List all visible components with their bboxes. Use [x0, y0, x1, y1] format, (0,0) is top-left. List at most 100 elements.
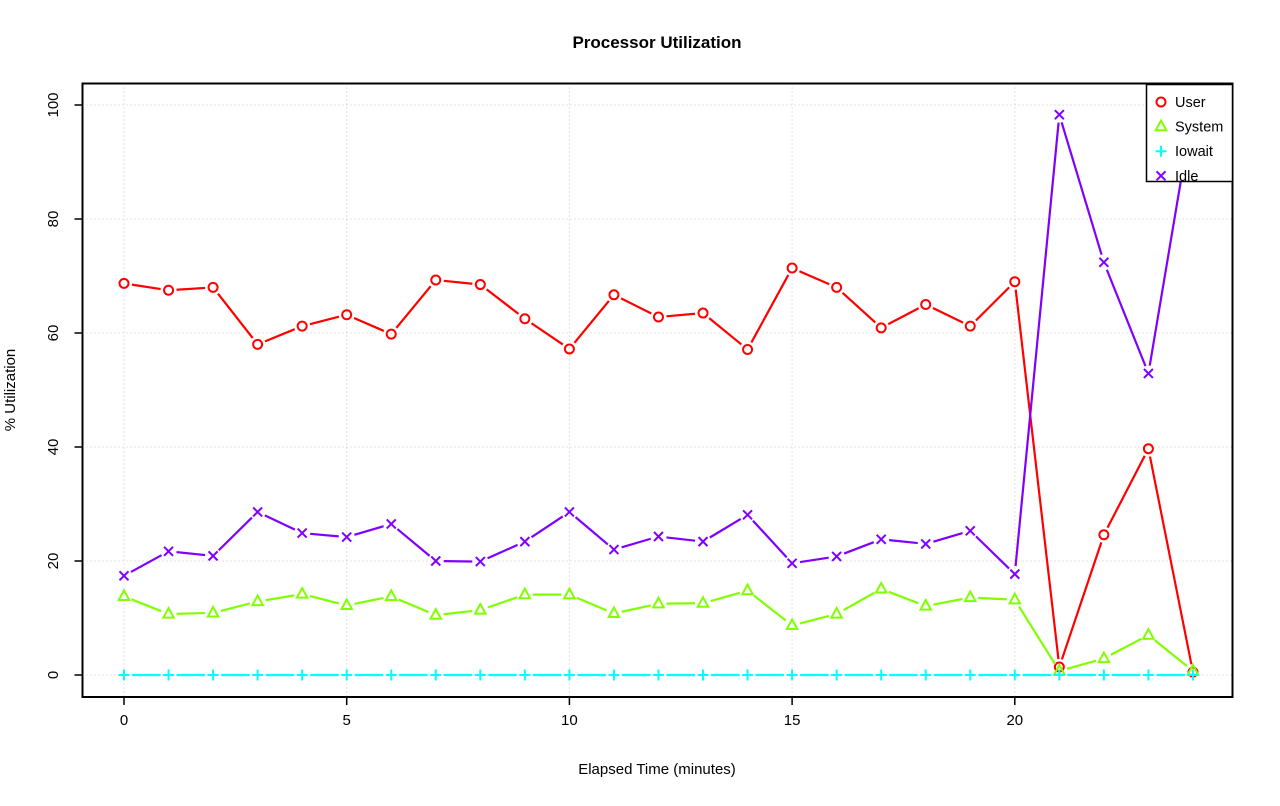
series-user-segment — [709, 318, 741, 344]
series-user-segment — [976, 287, 1009, 320]
series-user-segment — [574, 301, 608, 343]
series-user-segment — [396, 286, 430, 328]
series-idle-segment — [710, 519, 741, 538]
series-system-marker — [876, 583, 886, 593]
series-system-marker — [609, 607, 619, 617]
series-idle-marker — [1144, 369, 1153, 378]
x-tick-label: 0 — [120, 712, 128, 729]
series-idle-segment — [488, 545, 518, 558]
series-user-marker — [520, 314, 529, 323]
legend-label-user: User — [1175, 95, 1206, 111]
series-idle-segment — [576, 517, 608, 544]
series-idle-marker — [164, 547, 173, 556]
series-system-segment — [1067, 661, 1096, 669]
series-iowait-marker — [430, 670, 441, 681]
series-iowait-marker — [653, 670, 664, 681]
series-user-segment — [444, 281, 473, 284]
series-idle-segment — [219, 518, 252, 551]
series-idle-segment — [622, 539, 651, 548]
series-system-marker — [921, 600, 931, 610]
series-user-marker — [298, 322, 307, 331]
series-user-segment — [666, 314, 695, 317]
series-iowait-marker — [341, 670, 352, 681]
series-user-marker — [654, 313, 663, 322]
series-idle-marker — [1099, 258, 1108, 267]
series-user-segment — [177, 288, 206, 290]
series-iowait-marker — [1143, 670, 1154, 681]
series-idle-segment — [176, 552, 205, 555]
series-iowait-marker — [876, 670, 887, 681]
series-iowait-marker — [119, 670, 130, 681]
series-idle-marker — [609, 545, 618, 554]
series-idle-marker — [476, 557, 485, 566]
series-system-segment — [399, 599, 429, 612]
series-iowait-marker — [252, 670, 263, 681]
series-system-marker — [965, 591, 975, 601]
series-user-marker — [609, 290, 618, 299]
y-axis-title: % Utilization — [2, 349, 19, 432]
series-user-marker — [921, 300, 930, 309]
legend-label-idle: Idle — [1175, 169, 1198, 185]
series-user-marker — [253, 340, 262, 349]
series-system-marker — [252, 595, 262, 605]
series-system-marker — [163, 608, 173, 618]
series-system-segment — [889, 592, 919, 603]
y-tick-label: 60 — [45, 325, 62, 342]
series-idle-marker — [387, 519, 396, 528]
series-system-marker — [1099, 652, 1109, 662]
y-tick-label: 0 — [45, 671, 62, 679]
series-idle-marker — [565, 507, 574, 516]
series-system-marker — [297, 588, 307, 598]
series-system-marker — [698, 597, 708, 607]
series-user-marker — [431, 275, 440, 284]
series-iowait-marker — [787, 670, 798, 681]
series-system-marker — [475, 604, 485, 614]
legend-label-system: System — [1175, 120, 1223, 136]
series-user-marker — [877, 323, 886, 332]
series-iowait-marker — [1098, 670, 1109, 681]
series-user-segment — [354, 318, 384, 331]
series-user-segment — [218, 294, 253, 338]
series-idle-segment — [265, 515, 295, 529]
series-user-segment — [531, 323, 562, 344]
series-idle-marker — [877, 535, 886, 544]
series-user-segment — [621, 298, 651, 313]
series-system-marker — [1010, 594, 1020, 604]
series-idle-segment — [889, 540, 918, 543]
y-tick-label: 40 — [45, 439, 62, 456]
series-idle-segment — [844, 542, 874, 553]
series-idle-marker — [966, 526, 975, 535]
series-layer — [119, 104, 1199, 680]
series-system-marker — [431, 609, 441, 619]
legend-label-iowait: Iowait — [1175, 144, 1213, 160]
series-user-segment — [487, 289, 519, 313]
series-system-segment — [488, 597, 517, 607]
series-idle-marker — [654, 532, 663, 541]
x-tick-label: 5 — [343, 712, 351, 729]
x-axis-title: Elapsed Time (minutes) — [578, 761, 736, 778]
series-idle-marker — [743, 510, 752, 519]
series-idle-marker — [699, 537, 708, 546]
series-system — [119, 583, 1198, 675]
series-idle-marker — [832, 552, 841, 561]
series-idle-segment — [354, 526, 383, 535]
series-iowait-marker — [965, 670, 976, 681]
legend: User System Iowait Idle — [1147, 85, 1233, 185]
series-idle-segment — [532, 516, 563, 537]
series-idle-segment — [1107, 270, 1146, 366]
series-idle-segment — [753, 521, 787, 558]
series-system-segment — [1111, 639, 1141, 655]
series-user-segment — [132, 285, 161, 289]
series-system-segment — [355, 598, 384, 604]
series-iowait-marker — [608, 670, 619, 681]
series-user-marker — [1010, 277, 1019, 286]
x-tick-label: 10 — [561, 712, 578, 729]
series-idle-segment — [397, 529, 429, 556]
series-user-marker — [743, 345, 752, 354]
series-iowait-marker — [386, 670, 397, 681]
series-user-segment — [1108, 456, 1145, 528]
series-system-marker — [742, 585, 752, 595]
series-system-marker — [520, 589, 530, 599]
